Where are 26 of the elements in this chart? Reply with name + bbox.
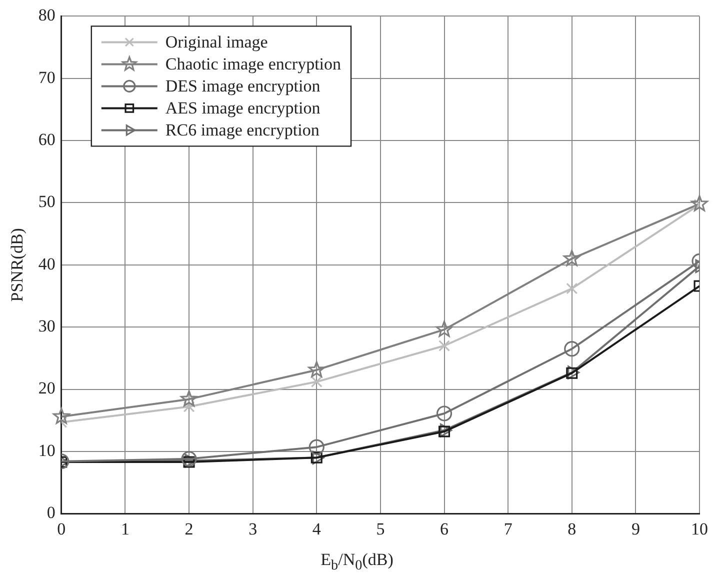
x-tick-label: 6 xyxy=(440,519,449,538)
y-tick-label: 70 xyxy=(38,68,56,87)
x-tick-label: 3 xyxy=(248,519,258,538)
y-tick-label: 80 xyxy=(38,6,56,25)
y-tick-label: 60 xyxy=(38,130,56,150)
y-tick-label: 50 xyxy=(38,192,56,212)
y-tick-label: 30 xyxy=(38,316,56,336)
x-axis-title: E$_{b}$/N$_{0}$(dB) xyxy=(320,550,394,574)
y-tick-label: 20 xyxy=(38,378,56,398)
x-tick-label: 1 xyxy=(120,519,130,538)
legend-label: RC6 image encryption xyxy=(165,120,320,140)
x-tick-label: 7 xyxy=(504,519,513,538)
y-axis-title: PSNR(dB) xyxy=(8,228,27,302)
x-tick-label: 9 xyxy=(631,519,640,538)
x-tick-label: 2 xyxy=(184,519,194,538)
x-tick-label: 10 xyxy=(691,519,708,538)
y-tick-label: 0 xyxy=(46,503,56,522)
x-tick-label: 5 xyxy=(376,519,385,538)
x-tick-label: 8 xyxy=(568,519,576,538)
y-tick-label: 10 xyxy=(38,440,56,460)
legend-label: Original image xyxy=(165,32,268,52)
legend-label: Chaotic image encryption xyxy=(165,54,342,74)
legend-label: DES image encryption xyxy=(165,76,321,96)
legend-label: AES image encryption xyxy=(165,98,321,118)
y-tick-label: 40 xyxy=(38,254,56,274)
x-tick-label: 4 xyxy=(312,519,322,538)
